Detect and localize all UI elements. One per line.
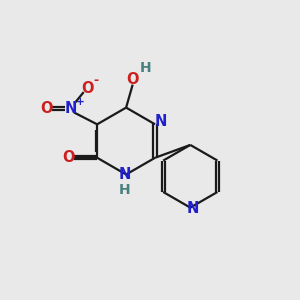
- Text: N: N: [187, 201, 200, 216]
- Text: +: +: [76, 97, 84, 107]
- Text: O: O: [41, 101, 53, 116]
- Text: -: -: [94, 74, 99, 87]
- Text: H: H: [119, 183, 130, 197]
- Text: N: N: [154, 114, 167, 129]
- Text: O: O: [81, 81, 94, 96]
- Text: N: N: [65, 101, 77, 116]
- Text: O: O: [62, 150, 75, 165]
- Text: H: H: [140, 61, 151, 75]
- Text: N: N: [118, 167, 131, 182]
- Text: O: O: [126, 72, 139, 87]
